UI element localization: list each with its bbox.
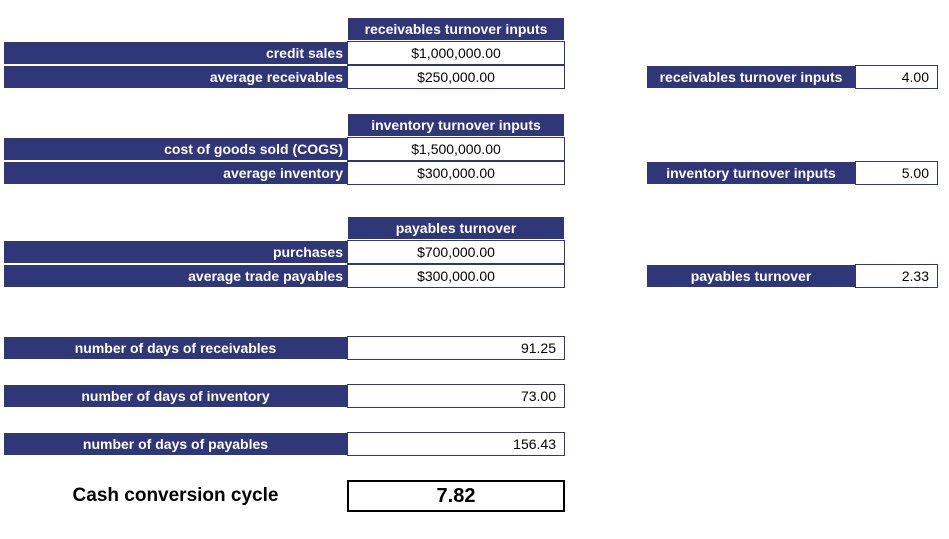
days-payables-value[interactable]: 156.43 — [347, 432, 565, 456]
credit-sales-value[interactable]: $1,000,000.00 — [347, 41, 565, 65]
average-receivables-value[interactable]: $250,000.00 — [347, 65, 565, 89]
days-payables-label[interactable]: number of days of payables — [3, 432, 348, 456]
average-trade-payables-value[interactable]: $300,000.00 — [347, 264, 565, 288]
purchases-value[interactable]: $700,000.00 — [347, 240, 565, 264]
credit-sales-label[interactable]: credit sales — [3, 41, 348, 65]
cogs-value[interactable]: $1,500,000.00 — [347, 137, 565, 161]
receivables-header[interactable]: receivables turnover inputs — [347, 17, 565, 41]
average-receivables-label[interactable]: average receivables — [3, 65, 348, 89]
average-inventory-value[interactable]: $300,000.00 — [347, 161, 565, 185]
receivables-turnover-value[interactable]: 4.00 — [855, 65, 938, 89]
inventory-header[interactable]: inventory turnover inputs — [347, 113, 565, 137]
cogs-label[interactable]: cost of goods sold (COGS) — [3, 137, 348, 161]
days-inventory-label[interactable]: number of days of inventory — [3, 384, 348, 408]
cash-conversion-cycle-value[interactable]: 7.82 — [347, 480, 565, 512]
days-inventory-value[interactable]: 73.00 — [347, 384, 565, 408]
days-receivables-label[interactable]: number of days of receivables — [3, 336, 348, 360]
receivables-turnover-label[interactable]: receivables turnover inputs — [646, 65, 856, 89]
days-receivables-value[interactable]: 91.25 — [347, 336, 565, 360]
payables-turnover-label[interactable]: payables turnover — [646, 264, 856, 288]
average-trade-payables-label[interactable]: average trade payables — [3, 264, 348, 288]
cash-conversion-cycle-label[interactable]: Cash conversion cycle — [72, 485, 279, 506]
inventory-turnover-value[interactable]: 5.00 — [855, 161, 938, 185]
payables-header[interactable]: payables turnover — [347, 216, 565, 240]
payables-turnover-value[interactable]: 2.33 — [855, 264, 938, 288]
average-inventory-label[interactable]: average inventory — [3, 161, 348, 185]
inventory-turnover-label[interactable]: inventory turnover inputs — [646, 161, 856, 185]
purchases-label[interactable]: purchases — [3, 240, 348, 264]
